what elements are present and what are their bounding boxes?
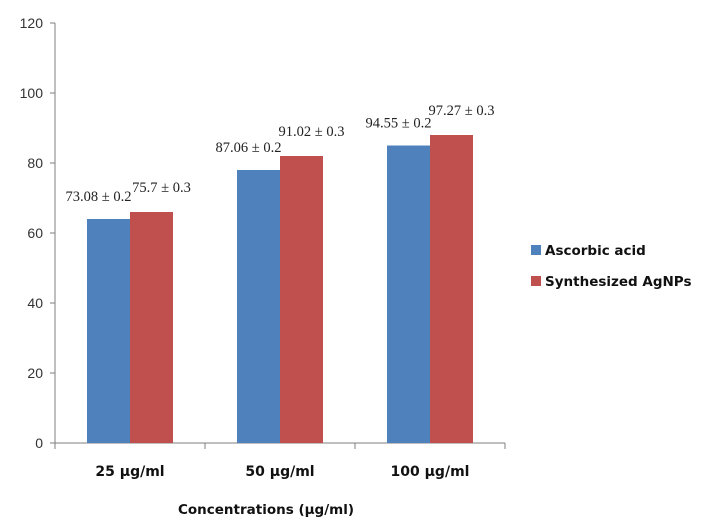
bar-ascorbic-acid xyxy=(387,145,430,443)
x-category-label: 25 µg/ml xyxy=(95,464,164,480)
y-tick-label: 40 xyxy=(27,295,43,311)
legend-label: Ascorbic acid xyxy=(545,243,646,259)
x-category-label: 100 µg/ml xyxy=(391,464,470,480)
y-tick-label: 80 xyxy=(27,155,43,171)
chart-bars xyxy=(87,135,473,443)
y-tick-label: 100 xyxy=(20,85,44,101)
y-tick-label: 120 xyxy=(20,15,44,31)
chart-axes: 0 20 40 60 80 100 120 25 µg/ml 50 µg/ml 100 µg/ml xyxy=(20,15,506,480)
data-label: 94.55 ± 0.2 xyxy=(366,116,432,132)
data-label: 75.7 ± 0.3 xyxy=(132,180,191,196)
chart-data-labels: 73.08 ± 0.275.7 ± 0.3 87.06 ± 0.291.02 ± … xyxy=(66,103,495,205)
y-tick-label: 0 xyxy=(35,435,43,451)
bar-ascorbic-acid xyxy=(87,219,130,443)
y-tick-label: 60 xyxy=(27,225,43,241)
data-label: 91.02 ± 0.3 xyxy=(279,124,345,140)
chart-legend: Ascorbic acid Synthesized AgNPs xyxy=(531,243,692,290)
x-category-label: 50 µg/ml xyxy=(245,464,314,480)
bar-synthesized-agnps xyxy=(130,212,173,443)
legend-swatch xyxy=(531,245,541,255)
legend-label: Synthesized AgNPs xyxy=(545,274,692,290)
bar-ascorbic-acid xyxy=(237,170,280,443)
legend-swatch xyxy=(531,276,541,286)
data-label: 97.27 ± 0.3 xyxy=(429,103,495,119)
bar-synthesized-agnps xyxy=(280,156,323,443)
data-label: 87.06 ± 0.2 xyxy=(216,140,282,156)
bar-synthesized-agnps xyxy=(430,135,473,443)
x-axis-title: Concentrations (µg/ml) xyxy=(178,502,354,518)
y-tick-label: 20 xyxy=(27,365,43,381)
data-label: 73.08 ± 0.2 xyxy=(66,189,132,205)
